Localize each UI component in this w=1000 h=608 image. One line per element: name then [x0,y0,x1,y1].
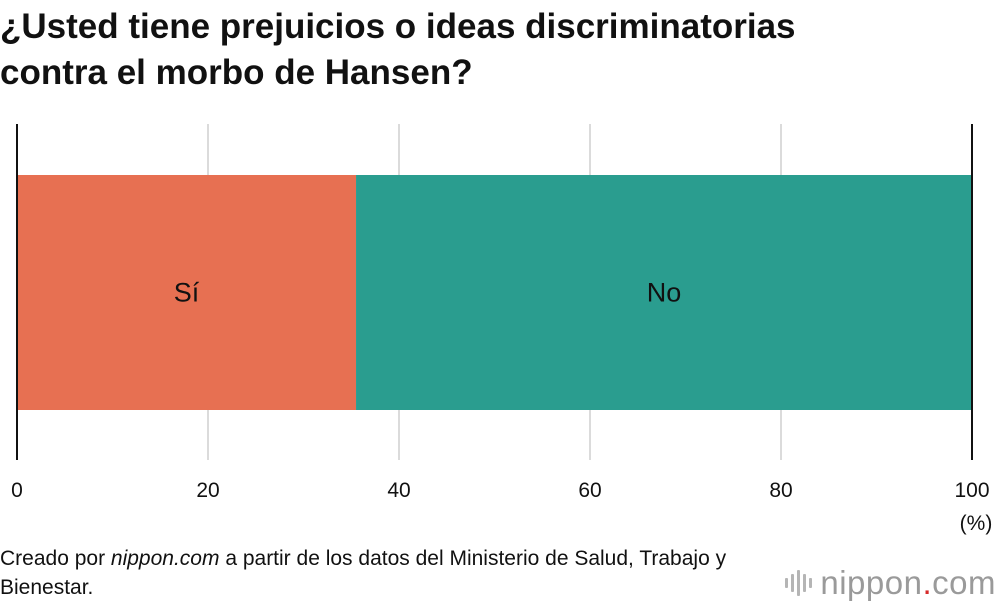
bar-segment-no [356,175,972,410]
tick-label-100: 100 [954,479,989,502]
tick-label-80: 80 [769,479,792,502]
nippon-logo: nippon.com [785,564,996,602]
stacked-bar-chart: 0 20 40 60 80 100 Sí No (%) [11,124,993,535]
tick-label-0: 0 [11,479,23,502]
chart-title: ¿Usted tiene prejuicios o ideas discrimi… [0,4,960,96]
source-note: Creado por nippon.com a partir de los da… [0,544,780,602]
bar-segment-si [17,175,357,410]
bar-segments [17,175,972,410]
chart-title-line-1: ¿Usted tiene prejuicios o ideas discrimi… [0,7,796,46]
logo-dot: . [922,564,933,601]
logo-tld: com [932,564,996,601]
source-site: nippon.com [110,547,220,570]
tick-label-40: 40 [387,479,410,502]
tick-label-60: 60 [578,479,601,502]
source-suffix: a partir de los datos del Ministerio de … [0,547,727,599]
segment-label-si: Sí [174,278,200,308]
tick-label-20: 20 [196,479,219,502]
logo-wordmark: nippon.com [820,564,996,602]
logo-name: nippon [820,564,923,601]
source-prefix: Creado por [0,547,111,570]
segment-label-no: No [647,278,682,308]
unit-label: (%) [960,512,993,535]
logo-bars-icon [785,570,813,596]
chart-title-line-2: contra el morbo de Hansen? [0,53,473,92]
segment-labels: Sí No [174,278,682,308]
axis: 0 20 40 60 80 100 [11,124,990,502]
